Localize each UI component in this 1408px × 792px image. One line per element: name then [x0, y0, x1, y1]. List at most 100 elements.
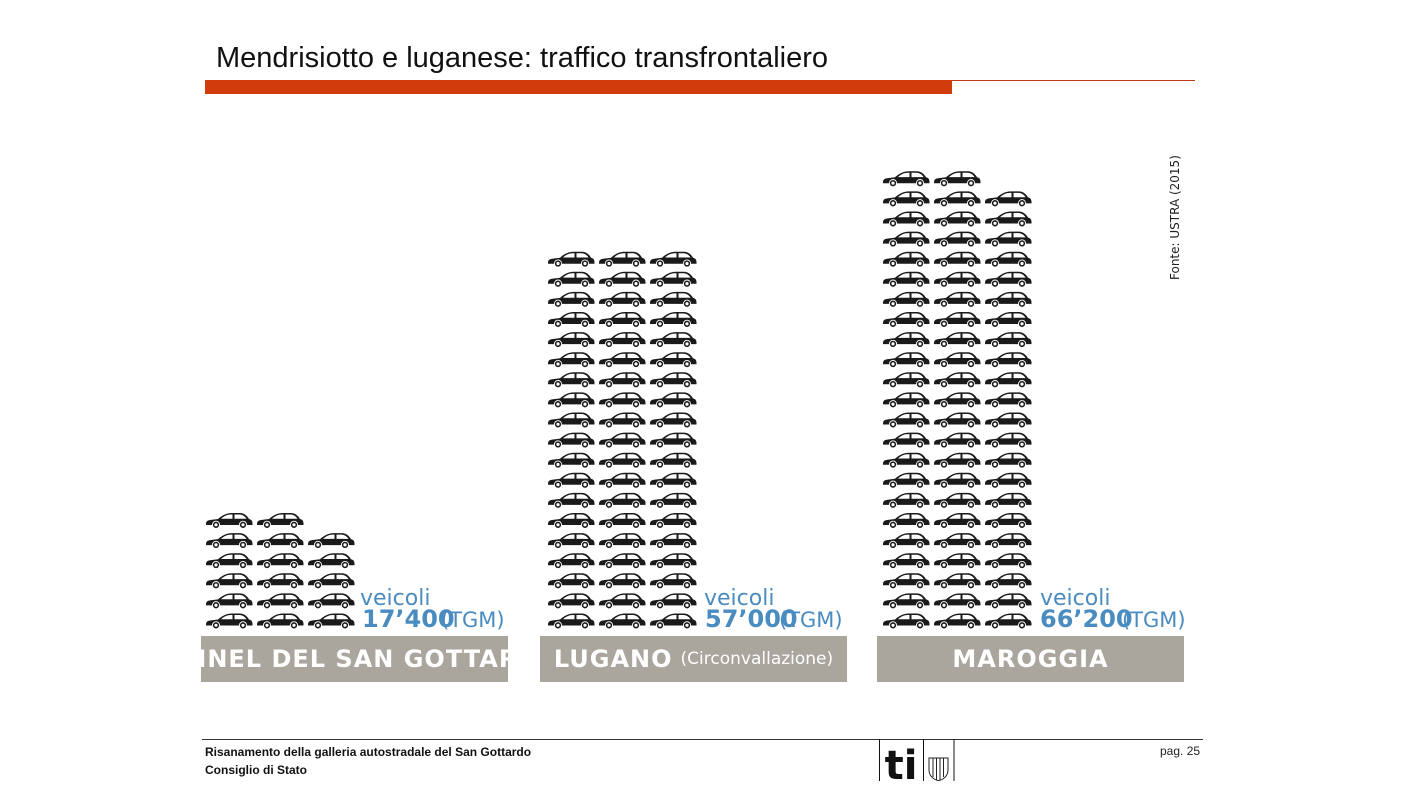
- car-icon: [649, 512, 697, 529]
- unit-label: (TGM): [779, 608, 843, 632]
- car-icon: [882, 512, 930, 529]
- car-icon: [547, 492, 595, 509]
- car-icon: [984, 492, 1032, 509]
- footer-divider: [202, 739, 1203, 740]
- car-icon: [598, 492, 646, 509]
- car-icon: [882, 572, 930, 589]
- car-icon: [598, 572, 646, 589]
- car-icon: [933, 371, 981, 388]
- car-icon: [882, 552, 930, 569]
- car-icon: [882, 472, 930, 489]
- car-icon: [205, 592, 253, 609]
- car-icon: [933, 291, 981, 308]
- car-icon: [547, 472, 595, 489]
- car-icon: [205, 552, 253, 569]
- car-icon: [933, 412, 981, 428]
- car-icon: [984, 613, 1032, 629]
- source-note: Fonte: USTRA (2015): [1168, 155, 1182, 280]
- car-icon: [256, 572, 304, 589]
- car-icon: [649, 452, 697, 469]
- car-icon: [205, 532, 253, 549]
- car-icon: [598, 452, 646, 469]
- car-icon: [547, 512, 595, 529]
- car-icon: [933, 351, 981, 368]
- car-icon: [649, 492, 697, 509]
- value-label-maroggia: 66’200: [1040, 605, 1133, 633]
- logo-text: ti: [885, 743, 918, 781]
- car-icon: [598, 532, 646, 549]
- value-prefix-label: veicoli: [1040, 586, 1111, 611]
- category-label: MAROGGIA: [952, 645, 1109, 673]
- ticino-logo: ti: [879, 739, 955, 781]
- car-icon: [882, 452, 930, 469]
- footer-project-name: Risanamento della galleria autostradale …: [205, 745, 532, 759]
- car-icon: [598, 391, 646, 408]
- car-icon: [649, 271, 697, 288]
- car-icon: [649, 351, 697, 368]
- car-icon: [882, 351, 930, 368]
- car-icon: [649, 412, 697, 428]
- car-icon: [933, 271, 981, 288]
- car-icon: [256, 592, 304, 609]
- car-icon: [933, 472, 981, 489]
- car-icon: [307, 572, 355, 589]
- car-icon: [882, 190, 930, 207]
- car-icon: [205, 572, 253, 589]
- car-icon: [882, 331, 930, 348]
- page-number: pag. 25: [1160, 744, 1201, 758]
- car-icon: [882, 271, 930, 288]
- bar-maroggia: [882, 170, 1032, 629]
- car-icon: [598, 613, 646, 629]
- car-icon: [256, 552, 304, 569]
- car-icon: [933, 251, 981, 268]
- car-icon: [984, 432, 1032, 449]
- car-icon: [649, 552, 697, 569]
- category-subtitle: (Circonvallazione): [680, 649, 834, 669]
- car-icon: [649, 532, 697, 549]
- car-icon: [933, 492, 981, 509]
- car-icon: [882, 432, 930, 449]
- car-icon: [598, 592, 646, 609]
- value-label-gottardo: 17’400: [362, 605, 455, 633]
- car-icon: [547, 371, 595, 388]
- car-icon: [256, 532, 304, 549]
- car-icon: [984, 552, 1032, 569]
- category-label: LUGANO: [553, 645, 673, 673]
- car-icon: [984, 271, 1032, 288]
- bar-tunnel-del-san-gottardo: [205, 512, 355, 629]
- car-icon: [933, 432, 981, 449]
- car-icon: [598, 291, 646, 308]
- car-icon: [547, 592, 595, 609]
- car-icon: [649, 613, 697, 629]
- car-icon: [649, 291, 697, 308]
- car-icon: [933, 331, 981, 348]
- car-icon: [933, 311, 981, 328]
- car-icon: [649, 592, 697, 609]
- car-icon: [307, 532, 355, 549]
- car-icon: [933, 190, 981, 207]
- category-box-maroggia: MAROGGIA: [877, 636, 1184, 682]
- car-icon: [307, 552, 355, 569]
- slide-title: Mendrisiotto e luganese: traffico transf…: [216, 42, 829, 74]
- car-icon: [649, 432, 697, 449]
- car-icon: [984, 291, 1032, 308]
- car-icon: [547, 412, 595, 428]
- car-icon: [598, 371, 646, 388]
- car-icon: [933, 613, 981, 629]
- car-icon: [984, 391, 1032, 408]
- car-icon: [547, 552, 595, 569]
- car-icon: [984, 472, 1032, 489]
- value-prefix-label: veicoli: [360, 586, 431, 611]
- car-icon: [984, 592, 1032, 609]
- car-icon: [256, 613, 304, 629]
- unit-label: (TGM): [441, 608, 505, 632]
- car-icon: [598, 472, 646, 489]
- bar-lugano: [547, 251, 697, 629]
- car-icon: [882, 251, 930, 268]
- car-icon: [598, 512, 646, 529]
- car-icon: [649, 371, 697, 388]
- car-icon: [547, 452, 595, 469]
- car-icon: [649, 251, 697, 268]
- car-icon: [882, 412, 930, 428]
- car-icon: [984, 512, 1032, 529]
